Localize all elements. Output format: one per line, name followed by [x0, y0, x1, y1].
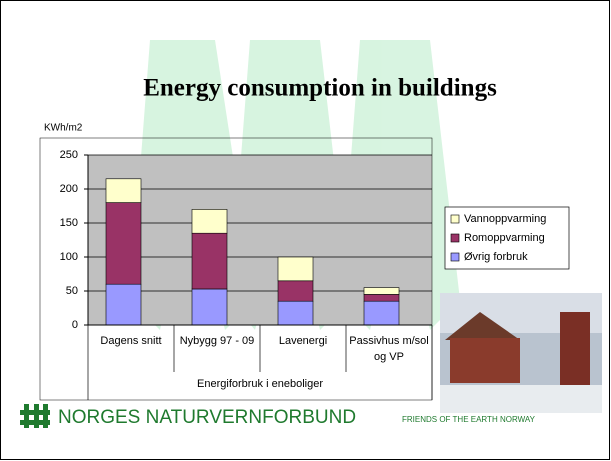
legend-swatch [451, 215, 459, 223]
y-axis-label: KWh/m2 [44, 123, 83, 134]
x-tick-label: Nybygg 97 - 09 [177, 333, 257, 349]
x-tick-label: Passivhus m/sol og VP [349, 333, 429, 365]
footer-tagline: FRIENDS OF THE EARTH NORWAY [402, 415, 536, 424]
bar-segment [364, 294, 399, 301]
legend-swatch [451, 253, 459, 261]
bar-segment [278, 301, 313, 325]
legend-label: Øvrig forbruk [464, 251, 528, 263]
bar-segment [192, 209, 227, 233]
y-tick-label: 0 [72, 319, 78, 331]
y-tick-label: 150 [60, 217, 78, 229]
footer-org: NORGES NATURVERNFORBUND [58, 407, 356, 428]
bar-segment [278, 257, 313, 281]
y-tick-label: 250 [60, 149, 78, 161]
legend-label: Vannoppvarming [464, 213, 546, 225]
photo-snow [440, 385, 602, 413]
bar-segment [364, 301, 399, 325]
y-tick-label: 200 [60, 183, 78, 195]
chart-title: Energy consumption in buildings [143, 75, 497, 102]
y-tick-label: 100 [60, 251, 78, 263]
footer-logo [20, 404, 50, 428]
y-tick-label: 50 [66, 285, 78, 297]
photo-house [450, 338, 520, 383]
bar-segment [106, 284, 141, 325]
bar-segment [278, 281, 313, 301]
bar-segment [192, 289, 227, 325]
bar-segment [106, 203, 141, 285]
x-axis-label: Energiforbruk i eneboliger [197, 378, 323, 390]
bar-segment [364, 288, 399, 295]
bar-segment [106, 179, 141, 203]
legend-swatch [451, 234, 459, 242]
bar-segment [192, 233, 227, 289]
legend-label: Romoppvarming [464, 232, 545, 244]
x-tick-label: Dagens snitt [91, 333, 171, 349]
chart: Energy consumption in buildings KWh/m2 N… [0, 0, 611, 461]
x-tick-label: Lavenergi [263, 333, 343, 349]
slide: Energy consumption in buildings KWh/m2 N… [0, 0, 611, 461]
